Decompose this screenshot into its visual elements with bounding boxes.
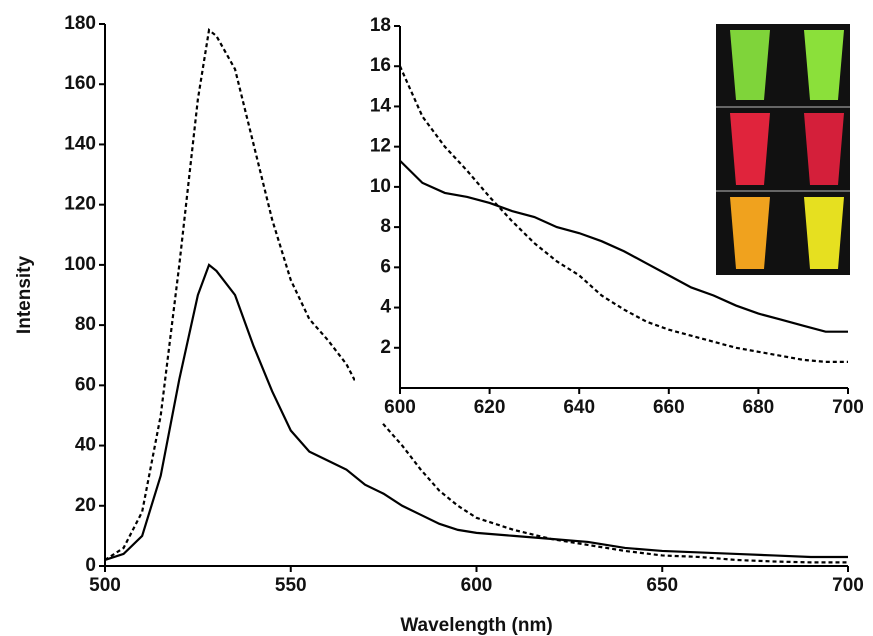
y-tick-label: 40 [75, 435, 96, 456]
y-tick-label: 16 [370, 55, 391, 76]
y-tick-label: 10 [370, 176, 391, 197]
y-tick-label: 18 [370, 15, 391, 36]
x-tick-label: 640 [563, 397, 595, 418]
y-tick-label: 80 [75, 314, 96, 335]
y-tick-label: 14 [370, 95, 392, 116]
y-tick-label: 12 [370, 136, 391, 157]
y-tick-label: 6 [380, 256, 391, 277]
y-tick-label: 2 [380, 337, 391, 358]
inset-photo [716, 24, 850, 275]
series-line [104, 27, 848, 564]
x-tick-label: 700 [832, 575, 864, 596]
x-tick-label: 700 [832, 397, 864, 418]
y-tick-label: 160 [64, 73, 96, 94]
x-tick-label: 500 [89, 575, 121, 596]
x-tick-label: 650 [646, 575, 678, 596]
tube [804, 197, 844, 269]
tube [804, 113, 844, 185]
tube [730, 30, 770, 100]
y-tick-label: 8 [380, 216, 391, 237]
y-tick-label: 4 [380, 297, 391, 318]
y-tick-label: 180 [64, 13, 96, 34]
x-tick-label: 600 [461, 575, 493, 596]
y-tick-label: 60 [75, 374, 96, 395]
x-axis-label: Wavelength (nm) [400, 615, 552, 636]
y-tick-label: 120 [64, 194, 96, 215]
tube [804, 30, 844, 100]
y-tick-label: 140 [64, 133, 96, 154]
y-tick-label: 100 [64, 254, 96, 275]
series-line [398, 65, 848, 363]
series-line [104, 263, 848, 562]
y-tick-label: 0 [85, 555, 96, 576]
x-tick-label: 680 [743, 397, 775, 418]
x-tick-label: 600 [384, 397, 416, 418]
y-tick-label: 20 [75, 495, 96, 516]
y-axis-label: Intensity [14, 256, 35, 335]
tube [730, 113, 770, 185]
x-tick-label: 660 [653, 397, 685, 418]
x-tick-label: 620 [474, 397, 506, 418]
tube [730, 197, 770, 269]
series-line [399, 159, 848, 333]
x-tick-label: 550 [275, 575, 307, 596]
